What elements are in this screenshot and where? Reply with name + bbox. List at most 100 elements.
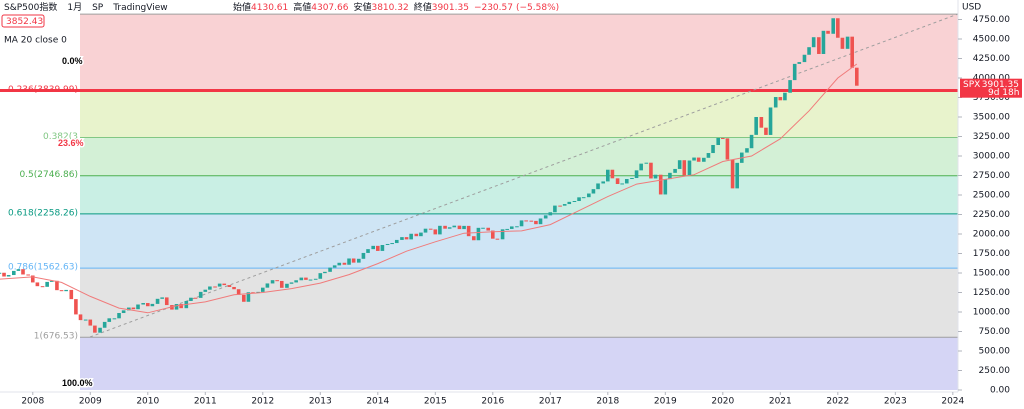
quote-value: 3901.35 — [432, 3, 469, 13]
header-quote: 始値4130.61 高値4307.66 安値3810.32 終値3901.35 −230… — [233, 1, 559, 13]
candle — [677, 160, 682, 169]
x-tick-label: 2009 — [79, 397, 102, 407]
candle — [792, 63, 797, 81]
candle — [30, 275, 35, 283]
candle — [529, 220, 534, 222]
candle — [802, 54, 807, 63]
candle — [150, 303, 155, 307]
y-tick-label: 2500.00 — [973, 191, 1010, 201]
candle — [706, 153, 711, 158]
candle — [452, 225, 457, 228]
candle — [696, 157, 701, 162]
candle — [385, 243, 390, 245]
candle — [270, 280, 275, 284]
candle — [788, 80, 792, 93]
candle — [394, 239, 399, 244]
overlay-label: 100.0% — [62, 378, 93, 388]
countdown: 9d 18h — [988, 88, 1019, 98]
candle — [610, 169, 615, 179]
candle — [145, 303, 150, 307]
quote-label: 高値 — [293, 1, 311, 13]
y-tick-label: 2750.00 — [973, 171, 1010, 181]
y-tick-label: 1000.00 — [973, 308, 1010, 318]
candle — [716, 137, 721, 146]
candle — [136, 304, 140, 310]
x-tick-label: 2008 — [21, 397, 44, 407]
candle — [64, 289, 68, 292]
candle — [668, 172, 672, 180]
quote-value: 4307.66 — [311, 3, 348, 13]
y-tick-label: 4250.00 — [973, 54, 1010, 64]
candle — [285, 283, 289, 288]
candle — [854, 67, 859, 86]
candle — [404, 237, 409, 240]
candle — [83, 319, 88, 321]
candle — [213, 286, 217, 288]
candle — [179, 304, 183, 309]
candle — [107, 318, 112, 322]
candle — [357, 258, 361, 263]
candle — [141, 303, 145, 305]
candle — [682, 160, 687, 176]
candle — [59, 290, 64, 292]
candle — [558, 205, 562, 207]
candle — [768, 107, 773, 135]
candle — [500, 229, 505, 240]
candle — [318, 273, 323, 279]
interval: 1月 — [67, 2, 82, 13]
currency: USD — [962, 3, 981, 13]
candle — [337, 262, 342, 266]
candle — [624, 179, 629, 184]
candle — [98, 327, 102, 333]
change-pct: (−5.58%) — [516, 3, 559, 13]
candle — [423, 228, 428, 233]
candle — [836, 18, 840, 38]
candle — [251, 292, 255, 294]
candle — [275, 280, 279, 282]
fib-zone — [80, 268, 958, 338]
y-tick-label: 3000.00 — [973, 152, 1010, 162]
last-symbol: SPX — [963, 80, 980, 90]
candle — [93, 325, 97, 333]
candle — [414, 233, 419, 237]
x-tick-label: 2019 — [654, 397, 677, 407]
candle — [663, 179, 668, 195]
candle — [227, 285, 232, 287]
candle — [462, 225, 466, 230]
candle — [443, 225, 447, 229]
candle — [102, 321, 107, 328]
candle — [222, 283, 227, 286]
x-tick-label: 2021 — [769, 397, 792, 407]
x-tick-label: 2018 — [596, 397, 619, 407]
candle — [332, 265, 337, 268]
candle — [0, 272, 2, 274]
candle — [21, 269, 25, 275]
candle — [778, 97, 783, 101]
candle — [193, 297, 198, 299]
candle — [198, 291, 203, 298]
overlay-label: 0.0% — [62, 56, 83, 66]
candle — [634, 170, 639, 178]
brand: TradingView — [112, 3, 167, 13]
extension-zone — [80, 337, 958, 390]
candle — [572, 201, 577, 203]
candle — [313, 278, 318, 280]
fib-zone — [80, 90, 958, 138]
candle — [232, 286, 236, 290]
fib-zone — [80, 137, 958, 176]
candle — [596, 183, 600, 190]
y-tick-label: 250.00 — [979, 366, 1011, 376]
candle — [759, 117, 764, 128]
candle — [606, 169, 610, 182]
candle — [366, 249, 370, 253]
header-title: S&P500指数 1月 SP TradingView — [4, 1, 168, 13]
trend-line — [89, 13, 959, 338]
candle — [375, 245, 380, 251]
candle — [323, 271, 327, 274]
candle — [491, 230, 495, 239]
candle — [817, 37, 821, 54]
fib-zone — [80, 175, 958, 214]
y-tick-label: 1750.00 — [973, 249, 1010, 259]
candle — [174, 304, 179, 310]
change: −230.57 — [474, 3, 513, 13]
